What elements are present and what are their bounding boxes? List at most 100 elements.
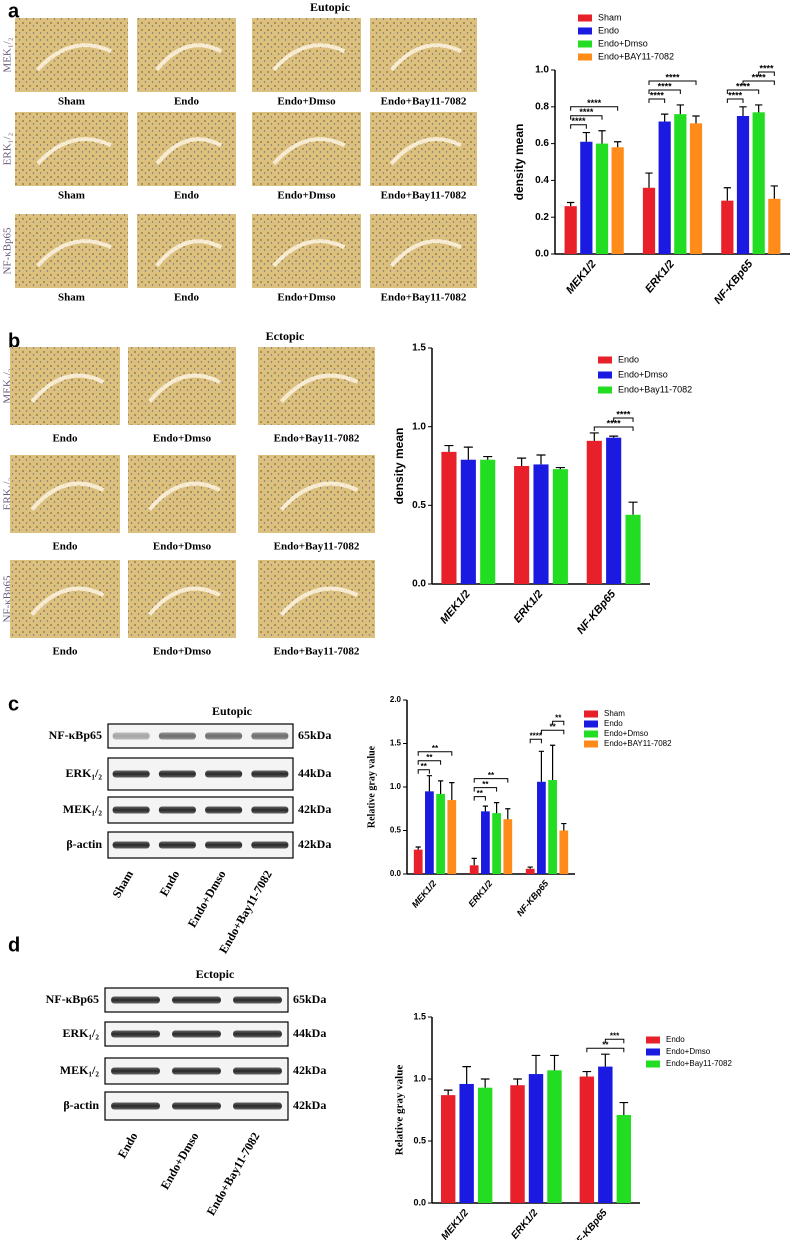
- y-tick-label: 0.5: [413, 1135, 426, 1145]
- sig-bracket: [552, 720, 565, 726]
- bar: [447, 800, 457, 874]
- gland: [272, 43, 346, 72]
- legend-label: Endo+BAY11-7082: [598, 51, 674, 61]
- legend-label: Endo: [618, 354, 639, 364]
- sig-label: ****: [736, 81, 751, 91]
- sig-label: **: [426, 753, 433, 762]
- y-tick-label: 0.2: [535, 212, 549, 223]
- gland: [148, 481, 221, 511]
- bar: [477, 1087, 493, 1203]
- error-bar: [531, 1054, 541, 1075]
- sig-label: ****: [530, 731, 543, 740]
- error-bar: [443, 1089, 453, 1096]
- legend-label: Endo+Bay11-7082: [666, 1059, 732, 1068]
- y-tick-label: 0.0: [535, 249, 549, 260]
- error-bar: [582, 131, 590, 142]
- gland: [279, 481, 359, 511]
- sig-bracket: [570, 106, 619, 111]
- panel-label: b: [8, 330, 20, 352]
- sig-label: ***: [610, 1031, 620, 1040]
- micrograph: [252, 214, 361, 288]
- bar: [547, 1070, 562, 1203]
- micrograph: [137, 112, 236, 186]
- legend-swatch: [578, 27, 592, 35]
- micrograph: [10, 347, 120, 425]
- sig-bracket: [473, 796, 486, 801]
- gland: [155, 239, 223, 268]
- sig-bracket: [540, 729, 565, 735]
- bar: [768, 198, 781, 254]
- bar: [642, 187, 656, 254]
- y-tick-label: 2.0: [390, 695, 402, 704]
- bar: [752, 112, 765, 254]
- error-bar: [582, 1070, 592, 1077]
- blot-size: 42kDa: [298, 837, 331, 851]
- gland: [389, 239, 462, 268]
- micrograph: [137, 18, 236, 92]
- blot-size: 42kDa: [298, 802, 331, 816]
- x-tick-label: ERK1/2: [466, 878, 494, 909]
- band: [251, 770, 289, 778]
- band: [112, 732, 150, 740]
- sig-bracket: [648, 98, 666, 103]
- caption: Endo+Dmso: [153, 541, 212, 553]
- error-bar: [628, 501, 638, 515]
- error-bar: [609, 435, 619, 438]
- sig-label: ****: [579, 107, 594, 117]
- bar: [611, 147, 624, 254]
- band: [172, 1030, 221, 1038]
- error-bar: [567, 201, 575, 207]
- bar: [480, 459, 496, 584]
- blot-row-label: ERK₁/₂: [62, 1026, 99, 1040]
- y-tick-label: 1.0: [412, 421, 426, 432]
- y-tick-label: 0.0: [412, 579, 426, 590]
- band: [158, 841, 196, 849]
- error-bar: [561, 822, 567, 831]
- blot-size: 44kDa: [293, 1026, 326, 1040]
- band: [111, 996, 160, 1004]
- sig-label: ****: [759, 63, 774, 73]
- sig-bracket: [648, 80, 697, 85]
- x-tick-label: NF-KBp65: [712, 257, 756, 306]
- micrograph: [15, 112, 128, 186]
- legend-swatch: [598, 371, 612, 379]
- bar: [559, 830, 569, 874]
- caption: Endo: [52, 541, 78, 553]
- micrograph: [370, 214, 477, 288]
- bar: [413, 849, 423, 874]
- bar: [510, 1085, 525, 1203]
- micrograph: [258, 347, 375, 425]
- band: [205, 806, 243, 814]
- sig-label: ****: [728, 90, 743, 100]
- y-axis-label: Relative gray value: [394, 1065, 406, 1156]
- sig-label: ****: [658, 81, 673, 91]
- caption: Endo+Dmso: [153, 646, 212, 658]
- sig-label: ****: [587, 98, 602, 108]
- caption: Endo: [174, 96, 200, 108]
- lane-label: Sham: [109, 868, 136, 900]
- blot-size: 65kDa: [298, 728, 331, 742]
- y-tick-label: 1.0: [413, 1073, 426, 1083]
- error-bar: [589, 432, 599, 441]
- micrograph: [370, 18, 477, 92]
- caption: Endo+Bay11-7082: [274, 433, 360, 445]
- bar: [606, 437, 622, 584]
- gland: [30, 586, 105, 616]
- bar: [564, 206, 577, 254]
- blot-row-label: β-actin: [63, 1098, 99, 1112]
- x-tick-label: MEK1/2: [410, 878, 439, 909]
- gland: [155, 137, 223, 166]
- error-bar: [538, 750, 545, 782]
- error-bar: [550, 1054, 559, 1071]
- error-bar: [483, 455, 493, 460]
- sig-label: ****: [665, 72, 680, 82]
- bar: [595, 143, 609, 254]
- y-tick-label: 1.5: [413, 1011, 426, 1021]
- caption: Endo+Bay11-7082: [381, 292, 467, 304]
- row-label: MEK₁/₂: [2, 37, 14, 72]
- gland: [279, 373, 359, 403]
- legend-label: Endo+Dmso: [666, 1047, 711, 1056]
- caption: Sham: [58, 96, 85, 108]
- bar: [492, 813, 501, 874]
